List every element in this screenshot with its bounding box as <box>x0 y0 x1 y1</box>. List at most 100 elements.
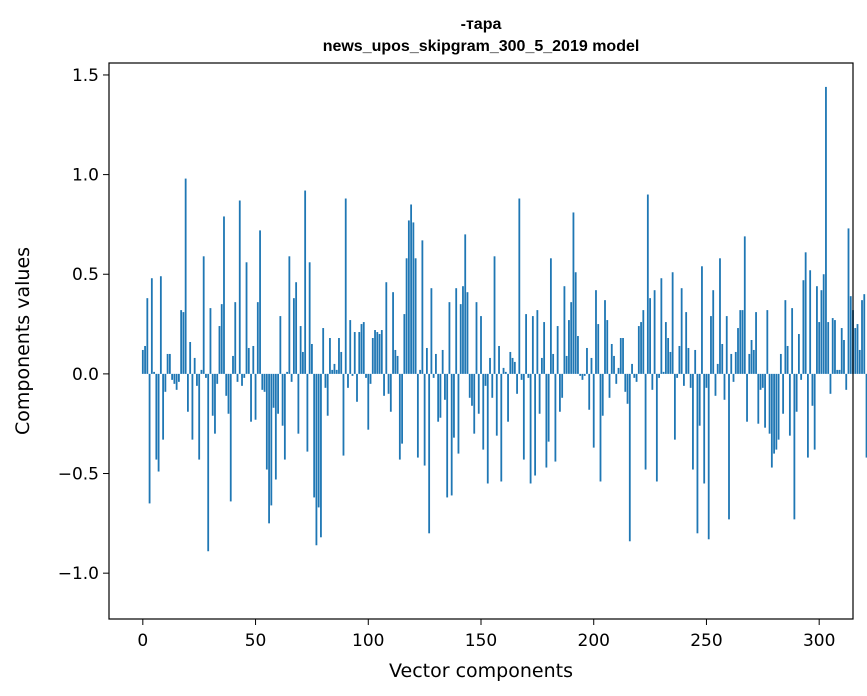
bar <box>252 345 255 374</box>
bar <box>590 357 593 374</box>
bar <box>802 280 805 374</box>
bar <box>710 316 712 374</box>
chart-title-line-2: news_upos_skipgram_300_5_2019 model <box>323 38 640 55</box>
bar <box>507 373 509 422</box>
bar <box>225 373 228 396</box>
bar <box>728 373 730 520</box>
bar <box>739 310 742 374</box>
bar <box>595 290 597 374</box>
bar <box>229 373 232 502</box>
bar <box>615 373 618 384</box>
bar <box>324 373 327 388</box>
bar <box>144 345 146 374</box>
bar <box>865 373 867 458</box>
bar <box>583 373 586 376</box>
bar <box>356 373 358 402</box>
bar <box>732 373 735 382</box>
bar <box>295 282 298 374</box>
y-axis-label: Components values <box>12 247 34 435</box>
bar <box>773 373 775 454</box>
bar <box>809 270 812 374</box>
bar <box>685 312 688 374</box>
y-tick-label: 1.5 <box>72 66 99 86</box>
bar <box>545 373 548 468</box>
bar <box>268 373 270 524</box>
bar <box>369 373 372 384</box>
bar <box>680 288 683 374</box>
bar <box>180 310 183 374</box>
bar <box>761 373 764 388</box>
bar <box>187 373 189 412</box>
y-tick-label: −1.0 <box>58 564 99 584</box>
bar <box>168 353 171 374</box>
bar <box>358 332 361 374</box>
bar <box>599 373 602 482</box>
bar <box>365 373 367 378</box>
bar <box>687 347 690 374</box>
plot-frame <box>108 62 854 620</box>
bar <box>484 373 487 386</box>
bar <box>683 373 685 386</box>
bar <box>568 320 570 374</box>
bar <box>304 190 307 374</box>
bar <box>633 373 636 378</box>
bar <box>504 371 507 374</box>
bar <box>723 373 726 400</box>
bar <box>351 373 354 376</box>
bar <box>250 373 252 422</box>
bar <box>173 373 176 384</box>
bar <box>389 373 392 412</box>
bar <box>716 363 719 374</box>
bar <box>211 373 214 416</box>
bar <box>534 373 537 476</box>
bar <box>279 316 282 374</box>
bar <box>380 330 383 374</box>
bar <box>459 304 462 374</box>
bar <box>619 338 622 374</box>
bar <box>631 363 633 374</box>
bar <box>155 373 158 460</box>
bar <box>840 328 843 374</box>
bar <box>475 302 478 374</box>
bar <box>836 369 839 374</box>
bar <box>430 288 433 374</box>
y-tick-label: 1.0 <box>72 166 99 186</box>
bar <box>200 369 203 374</box>
bar <box>673 373 676 440</box>
bar <box>340 351 343 374</box>
bar <box>793 373 796 520</box>
bar <box>660 278 663 374</box>
bar <box>829 373 832 394</box>
bar <box>818 322 821 374</box>
bar <box>175 373 178 390</box>
y-tick-label: 0.0 <box>72 365 99 385</box>
bar <box>414 258 417 374</box>
bar <box>150 278 153 374</box>
bar <box>712 290 715 374</box>
x-tick-label: 300 <box>803 631 835 651</box>
bar <box>588 373 591 410</box>
bar <box>157 373 160 472</box>
bar <box>311 343 313 374</box>
bar <box>592 373 595 448</box>
bar <box>462 286 464 374</box>
bar <box>640 322 642 374</box>
bar <box>263 373 266 392</box>
bar <box>344 198 347 374</box>
bar <box>171 373 174 380</box>
bar <box>159 276 162 374</box>
bar <box>820 290 823 374</box>
bar <box>320 373 322 538</box>
bar <box>353 332 356 374</box>
bar <box>813 373 816 450</box>
bar <box>146 298 149 374</box>
bar <box>797 334 800 374</box>
bar <box>335 369 338 374</box>
bar <box>500 373 503 482</box>
bar <box>795 373 798 412</box>
bar <box>664 322 667 374</box>
bar <box>552 353 555 374</box>
bar <box>559 373 561 412</box>
bar <box>288 256 291 374</box>
